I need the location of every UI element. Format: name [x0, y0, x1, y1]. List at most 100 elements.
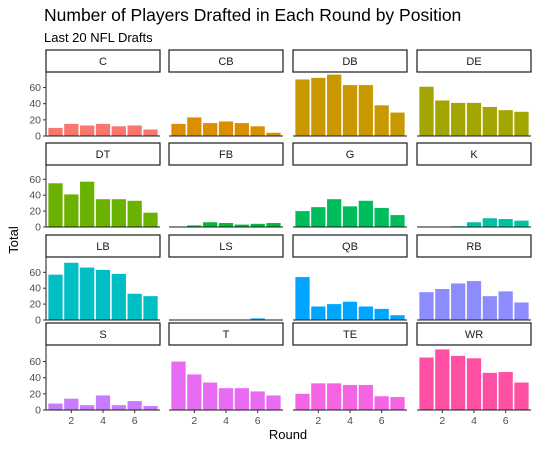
bar-G-round-3 — [327, 199, 342, 227]
bar-K-round-6 — [498, 219, 513, 227]
bar-G-round-1 — [295, 211, 310, 227]
facet-strip-DT — [45, 142, 161, 166]
bar-DB-round-6 — [374, 105, 389, 136]
y-tick-label-DT-40: 40 — [29, 190, 41, 202]
bar-WR-round-1 — [419, 357, 434, 410]
bar-DB-round-5 — [358, 85, 373, 136]
bar-T-round-2 — [187, 374, 202, 410]
facet-strip-RB — [416, 234, 532, 258]
facet-label-QB: QB — [342, 241, 358, 253]
bar-QB-round-3 — [327, 304, 342, 320]
facet-strip-LS — [168, 234, 284, 258]
bar-QB-round-4 — [342, 301, 358, 320]
bar-CB-round-2 — [187, 117, 202, 136]
facet-label-CB: CB — [218, 56, 233, 68]
facet-strip-QB — [292, 234, 408, 258]
x-tick-label-TE-2: 2 — [315, 415, 321, 427]
y-tick-label-C-60: 60 — [29, 82, 41, 94]
bar-DT-round-3 — [80, 181, 95, 227]
facet-strip-CB — [168, 49, 284, 73]
bar-FB-round-6 — [250, 223, 265, 227]
bar-FB-round-7 — [266, 223, 281, 227]
y-tick-label-S-60: 60 — [29, 356, 41, 368]
facet-label-TE: TE — [343, 329, 357, 341]
facet-label-G: G — [346, 149, 355, 161]
bar-WR-round-5 — [482, 372, 497, 410]
bar-K-round-7 — [514, 220, 529, 227]
bar-TE-round-7 — [390, 397, 405, 410]
bar-LB-round-1 — [48, 274, 63, 320]
y-tick-label-LB-0: 0 — [35, 315, 41, 327]
bar-C-round-5 — [111, 126, 126, 136]
bar-K-round-4 — [466, 222, 482, 227]
bar-TE-round-4 — [342, 384, 358, 410]
bar-G-round-6 — [374, 207, 389, 227]
x-tick-label-T-6: 6 — [255, 415, 261, 427]
bar-LB-round-6 — [127, 293, 142, 320]
bar-K-round-5 — [482, 218, 497, 227]
bar-DE-round-4 — [466, 102, 482, 136]
y-tick-label-S-0: 0 — [35, 405, 41, 417]
facet-label-T: T — [223, 329, 230, 341]
bar-DE-round-2 — [435, 100, 450, 136]
x-tick-label-TE-4: 4 — [347, 415, 353, 427]
facet-strip-WR — [416, 322, 532, 346]
bar-QB-round-1 — [295, 277, 310, 320]
bar-C-round-1 — [48, 127, 63, 136]
x-tick-label-S-6: 6 — [132, 415, 138, 427]
bar-LS-round-6 — [250, 318, 265, 320]
facet-label-WR: WR — [465, 329, 483, 341]
bar-DT-round-2 — [64, 194, 79, 227]
bar-T-round-1 — [171, 361, 186, 410]
bar-QB-round-5 — [358, 306, 373, 320]
bar-QB-round-6 — [374, 308, 389, 320]
bar-G-round-5 — [358, 200, 373, 227]
bar-S-round-7 — [143, 405, 158, 410]
bar-S-round-1 — [48, 403, 63, 410]
bar-C-round-2 — [64, 123, 79, 136]
facet-strip-LB — [45, 234, 161, 258]
bar-RB-round-4 — [466, 281, 482, 320]
bar-DB-round-2 — [311, 77, 326, 136]
bar-DE-round-6 — [498, 110, 513, 136]
x-tick-label-WR-2: 2 — [439, 415, 445, 427]
bar-DB-round-4 — [342, 85, 358, 136]
facet-label-DB: DB — [342, 56, 357, 68]
bar-DT-round-1 — [48, 183, 63, 227]
chart-subtitle: Last 20 NFL Drafts — [44, 30, 153, 45]
bar-FB-round-5 — [234, 224, 249, 227]
facet-strip-TE — [292, 322, 408, 346]
bar-G-round-2 — [311, 207, 326, 227]
bar-DE-round-5 — [482, 106, 497, 136]
bar-CB-round-1 — [171, 123, 186, 136]
bar-DB-round-3 — [327, 74, 342, 136]
y-tick-label-DT-0: 0 — [35, 222, 41, 234]
bar-DT-round-6 — [127, 200, 142, 227]
bar-DE-round-3 — [451, 102, 466, 136]
facet-strip-K — [416, 142, 532, 166]
facet-strip-T — [168, 322, 284, 346]
bar-TE-round-2 — [311, 383, 326, 410]
y-tick-label-LB-20: 20 — [29, 299, 41, 311]
x-tick-label-S-2: 2 — [68, 415, 74, 427]
bar-FB-round-4 — [218, 223, 234, 227]
bar-CB-round-6 — [250, 126, 265, 136]
bar-T-round-6 — [250, 391, 265, 410]
y-axis-title: Total — [6, 226, 21, 254]
facet-label-LB: LB — [96, 241, 109, 253]
y-tick-label-C-40: 40 — [29, 98, 41, 110]
bar-WR-round-4 — [466, 358, 482, 410]
bar-TE-round-3 — [327, 383, 342, 410]
x-tick-label-WR-6: 6 — [503, 415, 509, 427]
bar-LB-round-4 — [95, 269, 111, 320]
facet-label-LS: LS — [219, 241, 232, 253]
bar-G-round-7 — [390, 215, 405, 227]
facet-strip-DB — [292, 49, 408, 73]
bar-S-round-2 — [64, 398, 79, 410]
bar-G-round-4 — [342, 206, 358, 227]
bar-RB-round-5 — [482, 296, 497, 320]
y-tick-label-C-20: 20 — [29, 114, 41, 126]
bar-CB-round-5 — [234, 123, 249, 136]
bar-DB-round-1 — [295, 79, 310, 136]
